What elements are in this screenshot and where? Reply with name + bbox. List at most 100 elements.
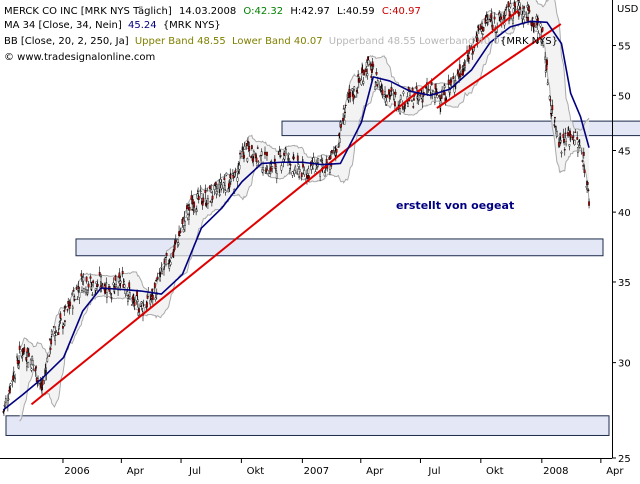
- candlestick: [211, 190, 214, 203]
- candle-body: [512, 19, 514, 24]
- candlestick: [52, 325, 55, 329]
- candle-body: [374, 86, 377, 90]
- candle-body: [458, 64, 461, 70]
- candlestick: [210, 183, 213, 194]
- candlestick: [266, 151, 268, 161]
- candlestick: [549, 95, 552, 107]
- candlestick: [49, 346, 52, 355]
- candle-body: [154, 297, 157, 300]
- candle-body: [542, 41, 545, 46]
- candlestick: [14, 373, 16, 384]
- candlestick: [219, 173, 222, 188]
- candlestick: [564, 127, 567, 139]
- candle-body: [142, 304, 145, 306]
- candle-body: [123, 280, 125, 283]
- candlestick: [191, 203, 194, 211]
- candlestick: [62, 322, 65, 328]
- candle-body: [18, 345, 21, 350]
- candlestick: [224, 189, 227, 196]
- candlestick: [504, 8, 507, 17]
- candle-body: [59, 313, 62, 319]
- candle-body: [262, 167, 264, 170]
- candlestick: [296, 168, 299, 176]
- candle-body: [94, 287, 97, 291]
- candle-body: [187, 204, 190, 207]
- candle-body: [200, 193, 203, 199]
- candle-body: [283, 152, 285, 156]
- candlestick: [214, 181, 217, 187]
- candlestick: [574, 129, 577, 133]
- y-tick-label: 45: [618, 147, 631, 158]
- candlestick: [546, 78, 549, 86]
- candlestick: [384, 86, 386, 100]
- candle-body: [502, 15, 505, 19]
- candlestick: [35, 364, 37, 371]
- candle-body: [366, 73, 369, 76]
- candle-body: [243, 146, 246, 150]
- candlestick: [481, 33, 484, 39]
- candlestick: [390, 82, 393, 96]
- candle-body: [362, 81, 365, 84]
- candle-body: [247, 140, 249, 143]
- candle-body: [300, 172, 303, 178]
- candle-body: [121, 270, 124, 274]
- candlestick: [191, 195, 194, 205]
- candle-body: [376, 80, 379, 85]
- candle-body: [161, 270, 163, 274]
- candlestick: [541, 26, 544, 32]
- candle-body: [279, 155, 282, 157]
- candle-body: [384, 91, 386, 95]
- candle-body: [372, 64, 375, 67]
- candlestick: [402, 90, 405, 97]
- candle-body: [298, 169, 301, 172]
- candlestick: [126, 287, 129, 297]
- candlestick: [85, 276, 88, 284]
- candle-body: [118, 272, 121, 278]
- candle-body: [560, 152, 563, 154]
- candlestick: [26, 347, 29, 358]
- candlestick: [187, 203, 190, 211]
- candle-body: [545, 64, 548, 70]
- copyright: © www.tradesignalonline.com: [4, 52, 155, 63]
- candle-body: [236, 177, 239, 182]
- candle-body: [23, 347, 26, 352]
- candlestick: [165, 252, 168, 258]
- candlestick: [370, 74, 373, 81]
- candle-body: [425, 87, 428, 89]
- candle-body: [202, 197, 205, 203]
- candlestick: [155, 278, 158, 282]
- candle-body: [523, 6, 526, 9]
- candlestick: [353, 86, 356, 92]
- candle-body: [72, 290, 75, 292]
- candle-body: [86, 290, 89, 293]
- candle-body: [386, 94, 388, 98]
- candlestick: [551, 99, 554, 114]
- candle-body: [556, 131, 558, 137]
- candlestick: [539, 21, 542, 28]
- candle-body: [365, 68, 367, 73]
- x-tick-label: 2006: [64, 466, 89, 477]
- candle-body: [188, 214, 190, 220]
- y-tick-label: 35: [618, 278, 631, 289]
- candle-body: [546, 59, 548, 65]
- candle-body: [476, 37, 479, 43]
- candlestick: [6, 394, 9, 412]
- candle-body: [539, 23, 542, 27]
- candlestick: [127, 297, 129, 306]
- candle-body: [178, 234, 181, 237]
- candle-body: [343, 119, 346, 125]
- candle-body: [190, 195, 193, 200]
- candlestick: [236, 172, 239, 188]
- candle-body: [325, 158, 328, 164]
- candle-body: [78, 292, 81, 298]
- candlestick: [193, 200, 196, 214]
- candle-body: [12, 371, 15, 373]
- candlestick: [268, 167, 271, 177]
- candle-body: [12, 375, 15, 380]
- candle-body: [507, 1, 510, 7]
- candlestick: [476, 35, 479, 48]
- candle-body: [268, 173, 271, 177]
- candlestick: [12, 372, 15, 382]
- candle-body: [533, 22, 535, 28]
- candlestick: [64, 304, 67, 310]
